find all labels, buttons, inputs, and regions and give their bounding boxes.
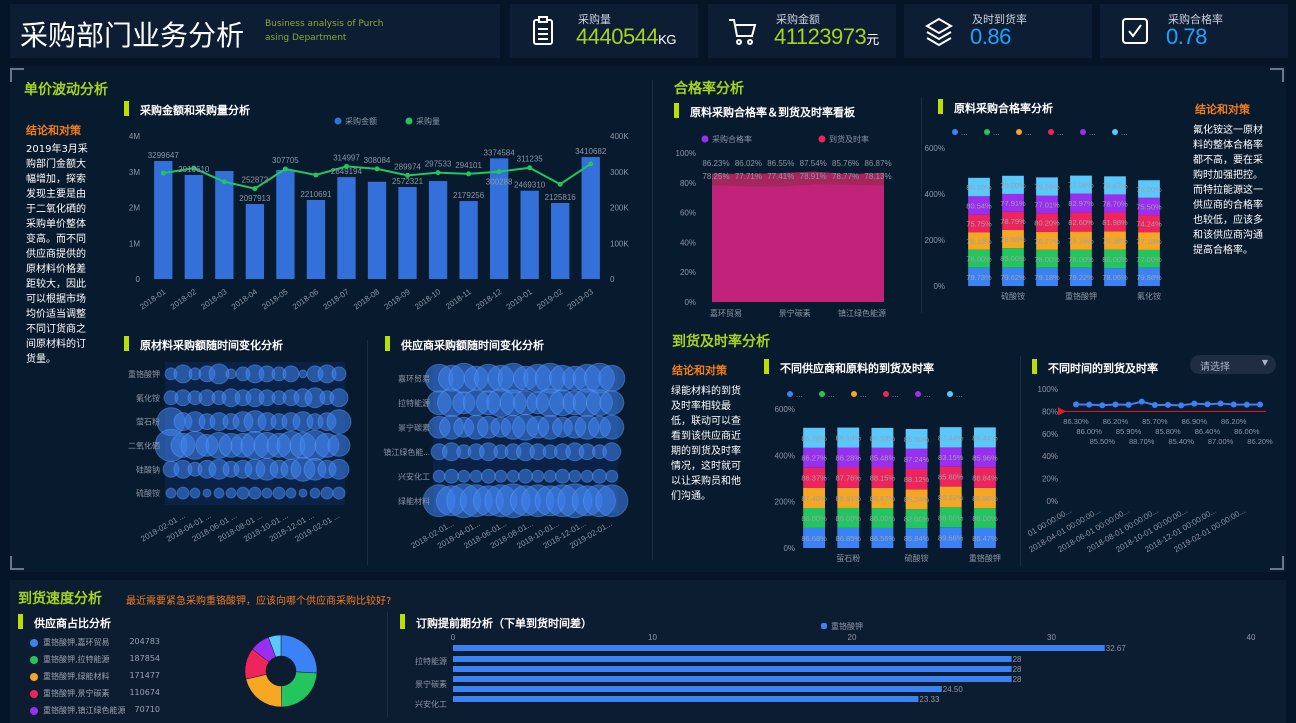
kpi-number: 0.78 (1166, 24, 1207, 49)
time-filter-select[interactable]: 请选择 ▼ (1190, 355, 1276, 374)
section-title-arrival: 到货及时率分析 (672, 334, 770, 350)
checkbox-icon (1122, 18, 1148, 44)
conclusion-text: 氟化铵这一原材料的整体合格率都不高，要在采购时加强把控。而特拉能源这一供应商的合… (1193, 125, 1263, 256)
legend-value: 171477 (129, 671, 160, 680)
legend-marker (30, 707, 38, 715)
kpi-card: 及时到货率 0.86 (904, 4, 1092, 58)
conclusion-heading: 结论和对策 (672, 364, 727, 377)
corner-decoration (1270, 68, 1284, 82)
kpi-unit: KG (658, 32, 676, 47)
kpi-value: 4440544KG (576, 24, 676, 50)
kpi-label: 及时到货率 (972, 13, 1027, 26)
section-divider (387, 612, 388, 717)
corner-decoration (10, 556, 24, 570)
legend-label: 重铬酸钾,镇江绿色能源 (43, 706, 126, 715)
section-title-speed: 到货速度分析 (18, 591, 102, 607)
legend-item[interactable]: 重铬酸钾,嘉环贸易 204783 (30, 637, 160, 651)
chart-title: 不同时间的到货及时率 (1032, 359, 1158, 376)
conclusion-text: 绿能材料的到货及时率相较最低，联动可以查看到该供应商近期的到货及时率情况，这时就… (671, 386, 741, 502)
legend-item[interactable]: 重铬酸钾,景宁碳素 110674 (30, 688, 160, 702)
legend-label: 重铬酸钾,景宁碳素 (43, 689, 110, 698)
cart-icon (729, 19, 757, 45)
conclusion-heading: 结论和对策 (1195, 103, 1250, 116)
legend-marker (30, 690, 38, 698)
select-placeholder: 请选择 (1200, 362, 1230, 373)
section-divider (652, 80, 653, 560)
legend-label: 重铬酸钾,拉特能源 (43, 655, 110, 664)
section-title-quality: 合格率分析 (674, 81, 744, 97)
layers-icon (925, 17, 953, 46)
legend-item[interactable]: 重铬酸钾,绿能材料 171477 (30, 671, 160, 685)
kpi-label: 采购量 (578, 13, 611, 26)
legend-value: 70710 (134, 705, 160, 714)
legend-label: 重铬酸钾,绿能材料 (43, 672, 110, 681)
chart-title: 原材料采购额随时间变化分析 (124, 336, 283, 353)
legend-value: 204783 (129, 637, 160, 646)
section-divider (921, 98, 922, 313)
chart-title: 原料采购合格率＆到货及时率看板 (674, 103, 855, 120)
kpi-label: 采购合格率 (1168, 13, 1223, 26)
kpi-value: 41123973元 (774, 24, 879, 50)
kpi-unit: 元 (866, 32, 879, 47)
legend-marker (30, 656, 38, 664)
legend-value: 187854 (129, 654, 160, 663)
kpi-value: 0.86 (970, 24, 1011, 50)
kpi-label: 采购金额 (776, 13, 820, 26)
conclusion-text: 2019年3月采购部门金额大幅增加，探索发现主要是由于二氧化硒的采购单价整体变高… (26, 144, 88, 365)
legend-item[interactable]: 重铬酸钾,拉特能源 187854 (30, 654, 160, 668)
kpi-number: 4440544 (576, 24, 659, 49)
kpi-value: 0.78 (1166, 24, 1207, 50)
corner-decoration (10, 68, 24, 82)
kpi-card: 采购量 4440544KG (510, 4, 698, 58)
legend-item[interactable]: 重铬酸钾,镇江绿色能源 70710 (30, 705, 160, 719)
main-panel (10, 66, 1286, 572)
chart-title: 原料采购合格率分析 (938, 99, 1053, 116)
page-title: 采购部门业务分析 (20, 19, 245, 52)
chart-title: 供应商占比分析 (18, 614, 111, 631)
legend-marker (30, 639, 38, 647)
kpi-card: 采购合格率 0.78 (1100, 4, 1288, 58)
chart-title: 订购提前期分析（下单到货时间差） (400, 614, 592, 631)
section-title-price: 单价波动分析 (24, 82, 108, 98)
kpi-number: 0.86 (970, 24, 1011, 49)
chart-title: 供应商采购额随时间变化分析 (385, 336, 544, 353)
legend-label: 重铬酸钾,嘉环贸易 (43, 638, 110, 647)
section-divider (1020, 356, 1021, 566)
chevron-down-icon: ▼ (1261, 358, 1268, 367)
chart-title: 不同供应商和原料的到货及时率 (764, 359, 934, 376)
legend-value: 110674 (129, 688, 160, 697)
page-subtitle: Business analysis of Purchasing Departme… (265, 19, 384, 43)
kpi-number: 41123973 (774, 24, 867, 49)
conclusion-heading: 结论和对策 (26, 124, 81, 137)
speed-question: 最近需要紧急采购重铬酸钾，应该向哪个供应商采购比较好? (126, 596, 392, 607)
clipboard-icon (533, 16, 553, 45)
section-divider (367, 340, 368, 565)
header-title-box: 采购部门业务分析 Business analysis of Purchasing… (10, 4, 500, 58)
legend-marker (30, 673, 38, 681)
corner-decoration (1270, 556, 1284, 570)
kpi-card: 采购金额 41123973元 (708, 4, 896, 58)
chart-title: 采购金额和采购量分析 (124, 101, 250, 118)
